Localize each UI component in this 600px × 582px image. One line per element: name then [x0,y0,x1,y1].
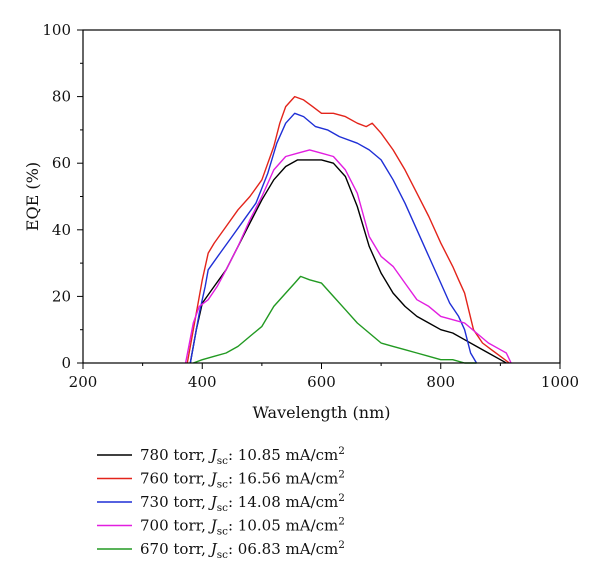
series-line-700-torr [184,149,512,364]
x-tick-label-200: 200 [69,373,98,391]
y-tick-label-80: 80 [52,88,71,106]
y-tick-label-20: 20 [52,287,71,305]
y-axis-title: EQE (%) [23,162,42,231]
x-tick-label-1000: 1000 [541,373,579,391]
series-line-760-torr [186,95,510,364]
legend-entry-4: 670 torr, Jsc: 06.83 mA/cm2 [140,539,345,561]
legend-entry-3: 700 torr, Jsc: 10.05 mA/cm2 [140,516,345,538]
plot-area [184,95,512,364]
plot-frame [82,29,561,364]
x-tick-label-800: 800 [426,373,455,391]
legend-entry-0: 780 torr, Jsc: 10.85 mA/cm2 [140,445,345,467]
x-tick-label-600: 600 [307,373,336,391]
series-line-780-torr [189,159,507,364]
y-tick-label-40: 40 [52,221,71,239]
x-tick-label-400: 400 [188,373,217,391]
series-line-730-torr [189,112,478,364]
legend-entry-2: 730 torr, Jsc: 14.08 mA/cm2 [140,492,345,514]
series-line-670-torr [193,275,477,364]
x-axis-title: Wavelength (nm) [252,403,390,422]
y-tick-label-60: 60 [52,154,71,172]
legend-entry-1: 760 torr, Jsc: 16.56 mA/cm2 [140,469,345,491]
y-tick-label-100: 100 [42,21,71,39]
y-tick-label-0: 0 [61,354,71,372]
axes: 200 400 600 800 1000 0 20 40 60 80 100 Wavelength (… [23,21,579,422]
